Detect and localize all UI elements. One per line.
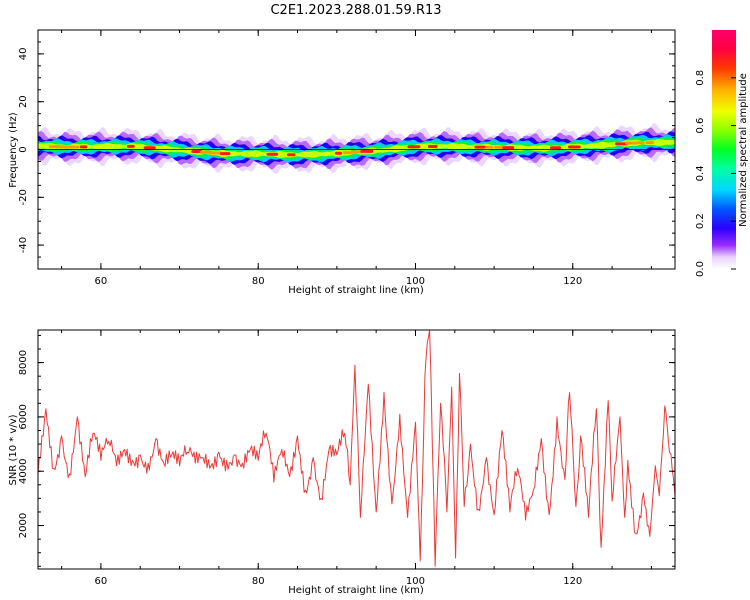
colorbar-tick-label: 0.0	[695, 261, 706, 277]
colorbar-tick-label: 0.8	[695, 70, 706, 86]
spectrogram-y-tick-label: -20	[18, 189, 29, 205]
snr-y-tick-label: 6000	[18, 404, 29, 429]
snr-x-tick-label: 120	[563, 576, 582, 587]
ridge-amplitude-band	[38, 138, 675, 158]
spectrogram-panel: 60 80 100 120 -40 -20 0 20 40 Height of straight…	[8, 29, 676, 296]
colorbar: 0.0 0.2 0.4 0.6 0.8 Normalized spectral ampl…	[695, 30, 749, 277]
snr-xlabel: Height of straight line (km)	[288, 585, 424, 596]
spectrogram-y-tick-label: 0	[18, 146, 29, 152]
colorbar-gradient	[712, 30, 736, 269]
spectrogram-y-tick-label: 20	[18, 95, 29, 108]
snr-x-tick-label: 80	[252, 576, 265, 587]
spectrogram-xlabel: Height of straight line (km)	[288, 285, 424, 296]
spectral-ridge	[38, 122, 675, 174]
figure-title: C2E1.2023.288.01.59.R13	[270, 3, 441, 18]
snr-x-tick-label: 60	[95, 576, 108, 587]
snr-x-tick-label: 100	[406, 576, 425, 587]
snr-y-tick-label: 2000	[18, 513, 29, 538]
snr-panel: 60 80 100 120 2000 4000 6000 8000 Height of str…	[8, 329, 676, 596]
snr-frame	[37, 329, 676, 570]
colorbar-label: Normalized spectral amplitude	[738, 73, 749, 227]
spectrogram-x-tick-label: 60	[95, 276, 108, 287]
spectrogram-y-tick-label: -40	[18, 237, 29, 253]
spectrogram-y-tick-label: 40	[18, 48, 29, 61]
snr-ticks: 60 80 100 120 2000 4000 6000 8000	[18, 330, 675, 587]
snr-plot-area	[38, 330, 675, 569]
colorbar-tick-label: 0.2	[695, 213, 706, 229]
snr-series-line	[38, 330, 675, 567]
spectrogram-x-tick-label: 80	[252, 276, 265, 287]
colorbar-tick-label: 0.4	[695, 165, 706, 181]
colorbar-ticks: 0.0 0.2 0.4 0.6 0.8	[695, 70, 736, 277]
snr-y-tick-label: 4000	[18, 459, 29, 484]
snr-ylabel: SNR (10 * v/v)	[8, 414, 19, 485]
spectrogram-ylabel: Frequency (Hz)	[8, 112, 19, 188]
colorbar-tick-label: 0.6	[695, 118, 706, 134]
snr-y-tick-label: 8000	[18, 350, 29, 375]
spectrogram-x-tick-label: 100	[406, 276, 425, 287]
spectrogram-x-tick-label: 120	[563, 276, 582, 287]
spectrogram-ticks: 60 80 100 120 -40 -20 0 20 40	[18, 29, 675, 287]
